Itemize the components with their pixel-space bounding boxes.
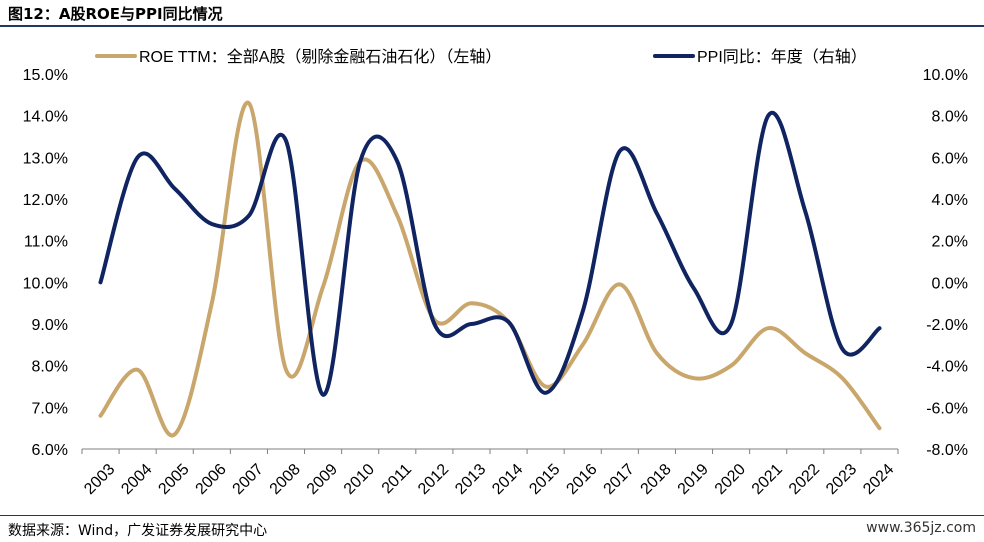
y-left-tick-label: 11.0% — [24, 234, 68, 251]
x-tick-label: 2019 — [675, 461, 712, 498]
axes — [81, 448, 899, 454]
x-tick-label: 2020 — [712, 461, 749, 498]
y-right-tick-label: 0.0% — [932, 275, 968, 292]
roe-series-line — [98, 101, 882, 438]
x-tick-label: 2010 — [341, 461, 378, 498]
chart-title: 图12：A股ROE与PPI同比情况 — [8, 5, 223, 23]
x-tick-label: 2021 — [749, 461, 786, 498]
x-tick-label: 2018 — [638, 461, 675, 498]
x-tick-label: 2022 — [786, 461, 823, 498]
y-left-tick-label: 12.0% — [23, 192, 68, 209]
x-tick-label: 2003 — [81, 461, 118, 498]
x-tick-label: 2015 — [526, 461, 563, 498]
x-tick-label: 2013 — [452, 461, 489, 498]
x-tick-label: 2008 — [267, 461, 304, 498]
y-right-tick-label: 2.0% — [932, 234, 968, 251]
y-right-tick-label: 4.0% — [932, 192, 968, 209]
y-right-tick-label: -6.0% — [926, 400, 968, 417]
y-right-tick-label: -4.0% — [926, 359, 968, 376]
series-lines — [98, 101, 882, 438]
y-left-tick-label: 7.0% — [32, 400, 68, 417]
x-tick-label: 2006 — [193, 461, 230, 498]
y-left-tick-label: 14.0% — [23, 109, 68, 126]
y-left-tick-label: 13.0% — [23, 150, 68, 167]
x-tick-label: 2023 — [823, 461, 860, 498]
y-right-tick-label: -8.0% — [926, 442, 968, 459]
y-right-tick-label: 6.0% — [932, 150, 968, 167]
y-left-tick-label: 8.0% — [32, 359, 68, 376]
legend-roe-label: ROE TTM：全部A股（剔除金融石油石化）（左轴） — [139, 48, 501, 66]
y-left-tick-label: 10.0% — [23, 275, 68, 292]
x-tick-label: 2016 — [563, 461, 600, 498]
legend: ROE TTM：全部A股（剔除金融石油石化）（左轴） PPI同比：年度（右轴） — [95, 48, 867, 66]
ppi-series-line — [98, 110, 882, 397]
x-tick-label: 2024 — [860, 461, 897, 498]
bottom-divider — [0, 515, 984, 516]
y-right-tick-label: 10.0% — [923, 67, 968, 84]
y-left-tick-label: 9.0% — [32, 317, 68, 334]
legend-ppi-label: PPI同比：年度（右轴） — [697, 48, 867, 66]
x-tick-label: 2009 — [304, 461, 341, 498]
x-tick-label: 2011 — [379, 461, 415, 497]
x-tick-label: 2014 — [489, 461, 526, 498]
x-tick-label: 2005 — [155, 461, 192, 498]
watermark: www.365jz.com — [866, 520, 976, 536]
y-right-tick-label: 8.0% — [932, 109, 968, 126]
x-tick-label: 2012 — [415, 461, 452, 498]
x-tick-label: 2004 — [118, 461, 155, 498]
x-tick-label: 2017 — [601, 461, 638, 498]
y-left-tick-label: 15.0% — [23, 67, 68, 84]
x-tick-label: 2007 — [230, 461, 267, 498]
y-left-tick-label: 6.0% — [32, 442, 68, 459]
tick-labels: 6.0% 7.0% 8.0% 9.0% 10.0% 11.0% 12.0% 13.0% 14.0… — [23, 67, 968, 498]
source-note: 数据来源：Wind，广发证券发展研究中心 — [8, 523, 268, 539]
y-right-tick-label: -2.0% — [926, 317, 968, 334]
top-divider — [0, 25, 984, 27]
